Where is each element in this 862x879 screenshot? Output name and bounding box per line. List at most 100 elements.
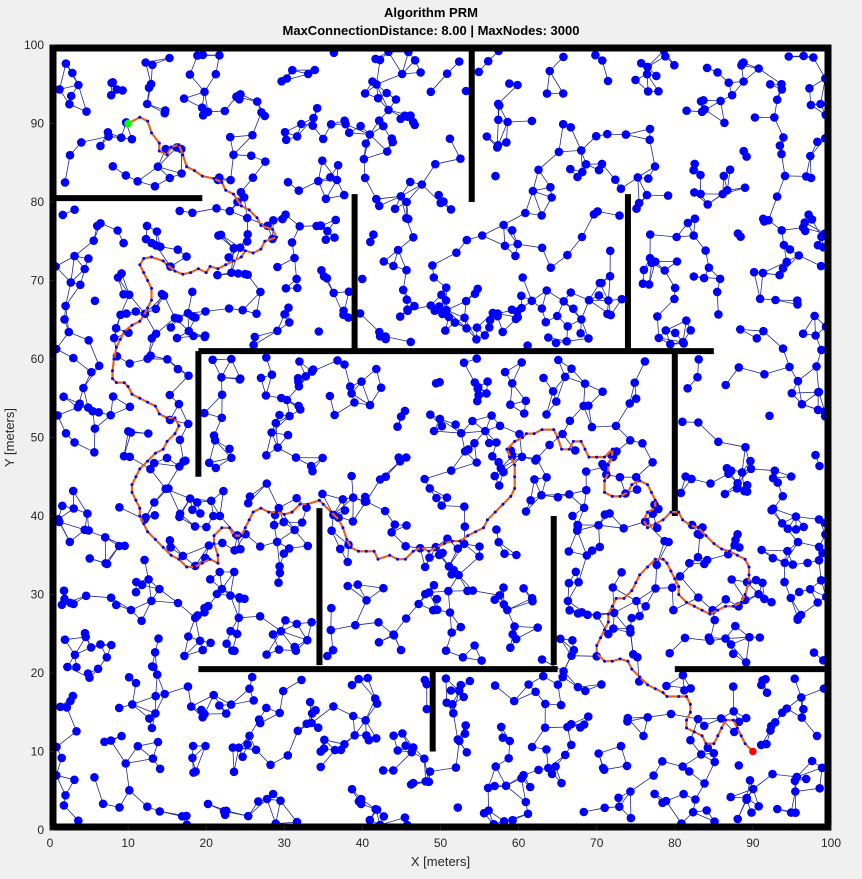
roadmap-node: [155, 764, 165, 774]
roadmap-node: [768, 769, 777, 779]
roadmap-node: [650, 789, 659, 799]
roadmap-node: [790, 674, 799, 683]
roadmap-node: [553, 492, 563, 502]
roadmap-node: [406, 111, 415, 120]
roadmap-node: [527, 296, 537, 306]
roadmap-edge: [125, 763, 130, 791]
roadmap-node: [446, 466, 456, 475]
roadmap-node: [347, 680, 357, 690]
roadmap-node: [94, 361, 104, 371]
roadmap-node: [280, 127, 290, 137]
roadmap-node: [650, 162, 660, 171]
roadmap-node: [579, 503, 589, 513]
roadmap-node: [703, 200, 712, 209]
roadmap-node: [617, 294, 627, 304]
roadmap-node: [215, 567, 224, 577]
roadmap-node: [441, 283, 451, 293]
roadmap-node: [228, 646, 237, 655]
roadmap-node: [635, 611, 644, 621]
roadmap-node: [500, 241, 510, 251]
roadmap-node: [73, 402, 83, 412]
roadmap-node: [284, 303, 293, 313]
roadmap-node: [462, 748, 472, 757]
roadmap-node: [63, 662, 72, 672]
roadmap-node: [626, 787, 635, 796]
roadmap-node: [347, 389, 356, 398]
roadmap-node: [398, 285, 408, 295]
roadmap-node: [200, 608, 209, 617]
path-node: [146, 400, 150, 404]
roadmap-edge: [455, 740, 460, 768]
roadmap-node: [741, 658, 751, 667]
roadmap-node: [595, 278, 605, 288]
roadmap-node: [477, 656, 486, 665]
roadmap-node: [245, 731, 254, 741]
roadmap-node: [682, 106, 691, 115]
start-marker: [124, 119, 132, 128]
roadmap-node: [140, 555, 149, 565]
roadmap-node: [185, 494, 195, 503]
roadmap-node: [248, 173, 258, 182]
roadmap-node: [693, 552, 703, 562]
roadmap-node: [290, 525, 299, 535]
roadmap-node: [173, 598, 183, 608]
roadmap-node: [805, 584, 815, 594]
roadmap-edge: [266, 483, 280, 509]
roadmap-node: [563, 322, 572, 331]
roadmap-node: [61, 59, 71, 68]
roadmap-edge: [549, 70, 564, 94]
path-node: [427, 549, 431, 553]
roadmap-node: [402, 197, 412, 207]
roadmap-node: [779, 133, 788, 142]
roadmap-node: [814, 542, 824, 552]
roadmap-node: [402, 521, 411, 530]
roadmap-node: [80, 525, 89, 535]
roadmap-node: [119, 238, 128, 248]
roadmap-node: [658, 757, 667, 766]
roadmap-node: [778, 264, 788, 273]
roadmap-node: [203, 799, 213, 809]
path-node: [232, 192, 235, 196]
roadmap-node: [490, 681, 500, 690]
roadmap-node: [146, 464, 155, 474]
roadmap-node: [567, 651, 576, 660]
path-node: [435, 545, 439, 549]
roadmap-node: [733, 814, 742, 824]
roadmap-node: [772, 95, 782, 104]
path-node: [259, 224, 263, 227]
roadmap-node: [604, 629, 613, 639]
roadmap-node: [754, 64, 763, 73]
roadmap-node: [190, 613, 200, 623]
roadmap-node: [798, 329, 808, 339]
path-node: [626, 490, 630, 494]
roadmap-node: [66, 278, 76, 287]
x-tick-label: 40: [356, 836, 370, 850]
roadmap-node: [584, 334, 593, 343]
path-node: [345, 538, 349, 541]
path-node: [146, 530, 150, 534]
roadmap-node: [741, 713, 751, 723]
roadmap-node: [151, 241, 161, 250]
roadmap-node: [322, 274, 332, 283]
roadmap-node: [582, 485, 591, 495]
roadmap-node: [725, 165, 735, 174]
roadmap-node: [441, 674, 451, 683]
roadmap-node: [242, 237, 252, 246]
path-node: [157, 412, 161, 416]
roadmap-node: [645, 124, 655, 134]
roadmap-node: [204, 458, 214, 468]
roadmap-node: [359, 154, 369, 164]
roadmap-node: [534, 765, 543, 775]
roadmap-node: [487, 411, 496, 420]
roadmap-node: [759, 326, 768, 336]
roadmap-edge: [472, 590, 500, 596]
roadmap-node: [215, 701, 224, 710]
roadmap-node: [148, 754, 158, 763]
roadmap-node: [266, 760, 275, 770]
roadmap-node: [249, 696, 258, 705]
roadmap-node: [710, 757, 719, 767]
roadmap-node: [710, 615, 719, 625]
roadmap-node: [344, 287, 354, 297]
roadmap-node: [537, 243, 547, 253]
roadmap-node: [605, 509, 614, 518]
